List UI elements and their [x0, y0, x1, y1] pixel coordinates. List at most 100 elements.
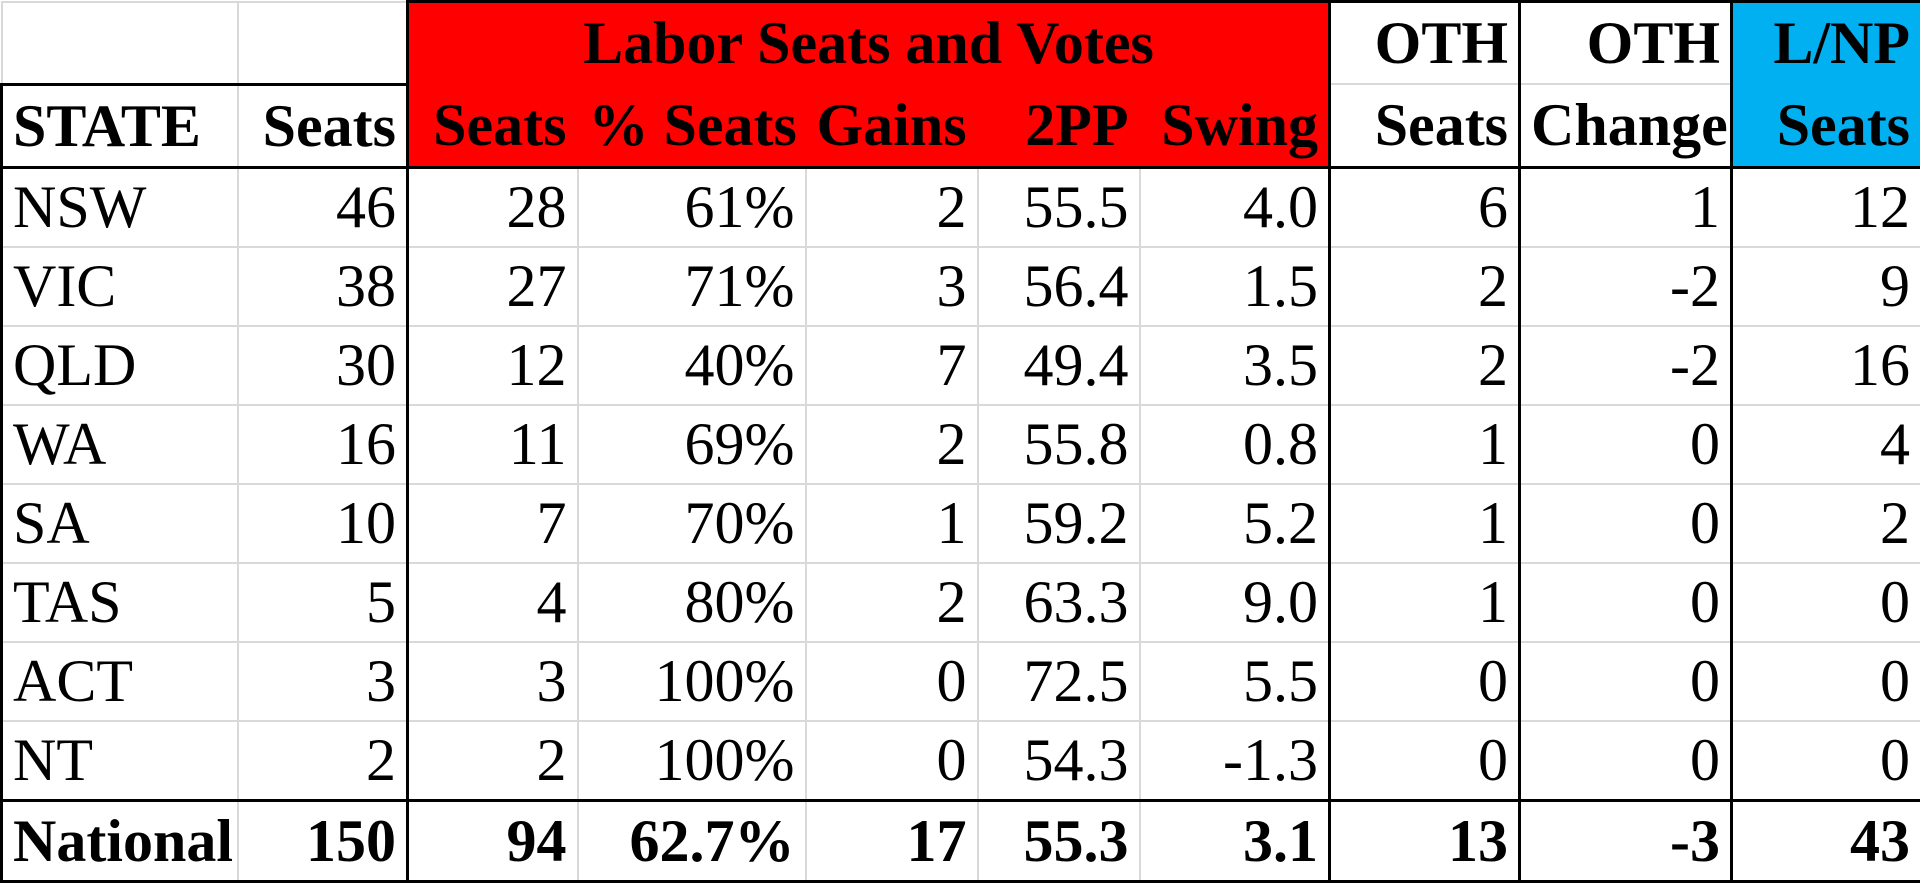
cell-oth-seats[interactable]: 2	[1330, 326, 1520, 405]
cell-pct-seats[interactable]: 100%	[578, 721, 806, 801]
cell-pct-seats[interactable]: 69%	[578, 405, 806, 484]
cell-labor-seats[interactable]: 28	[408, 167, 578, 247]
lnp-group-header[interactable]: L/NP	[1732, 2, 1920, 85]
cell-labor-seats[interactable]: 4	[408, 563, 578, 642]
cell-oth-change[interactable]: 0	[1520, 642, 1732, 721]
cell-swing[interactable]: 5.2	[1140, 484, 1330, 563]
total-oth-change[interactable]: -3	[1520, 800, 1732, 881]
cell-2pp[interactable]: 59.2	[978, 484, 1140, 563]
cell-state[interactable]: NSW	[2, 167, 238, 247]
cell-seats[interactable]: 3	[238, 642, 408, 721]
cell-swing[interactable]: 1.5	[1140, 247, 1330, 326]
cell-labor-seats[interactable]: 12	[408, 326, 578, 405]
total-swing[interactable]: 3.1	[1140, 800, 1330, 881]
cell-seats[interactable]: 2	[238, 721, 408, 801]
cell-2pp[interactable]: 55.5	[978, 167, 1140, 247]
cell-state[interactable]: TAS	[2, 563, 238, 642]
cell-seats[interactable]: 38	[238, 247, 408, 326]
cell-gains[interactable]: 2	[806, 563, 978, 642]
cell-pct-seats[interactable]: 40%	[578, 326, 806, 405]
cell-lnp-seats[interactable]: 16	[1732, 326, 1920, 405]
col-header-pct-seats[interactable]: % Seats	[578, 84, 806, 167]
cell-oth-seats[interactable]: 0	[1330, 642, 1520, 721]
cell-state[interactable]: VIC	[2, 247, 238, 326]
cell-pct-seats[interactable]: 61%	[578, 167, 806, 247]
cell-pct-seats[interactable]: 100%	[578, 642, 806, 721]
cell-oth-change[interactable]: 1	[1520, 167, 1732, 247]
cell-oth-seats[interactable]: 2	[1330, 247, 1520, 326]
total-oth-seats[interactable]: 13	[1330, 800, 1520, 881]
cell-swing[interactable]: 5.5	[1140, 642, 1330, 721]
cell-2pp[interactable]: 72.5	[978, 642, 1140, 721]
cell-oth-change[interactable]: 0	[1520, 484, 1732, 563]
cell-gains[interactable]: 2	[806, 167, 978, 247]
cell-oth-seats[interactable]: 1	[1330, 405, 1520, 484]
cell-oth-seats[interactable]: 1	[1330, 484, 1520, 563]
col-header-swing[interactable]: Swing	[1140, 84, 1330, 167]
cell-oth-change[interactable]: -2	[1520, 326, 1732, 405]
cell-2pp[interactable]: 54.3	[978, 721, 1140, 801]
cell-gains[interactable]: 0	[806, 721, 978, 801]
cell-seats[interactable]: 30	[238, 326, 408, 405]
total-pct-seats[interactable]: 62.7%	[578, 800, 806, 881]
cell-labor-seats[interactable]: 3	[408, 642, 578, 721]
col-header-seats[interactable]: Seats	[238, 84, 408, 167]
oth-seats-group-header[interactable]: OTH	[1330, 2, 1520, 85]
cell-seats[interactable]: 16	[238, 405, 408, 484]
corner-cell[interactable]	[2, 2, 238, 85]
total-gains[interactable]: 17	[806, 800, 978, 881]
cell-swing[interactable]: 4.0	[1140, 167, 1330, 247]
cell-2pp[interactable]: 56.4	[978, 247, 1140, 326]
cell-seats[interactable]: 5	[238, 563, 408, 642]
col-header-oth-seats[interactable]: Seats	[1330, 84, 1520, 167]
total-lnp-seats[interactable]: 43	[1732, 800, 1920, 881]
cell-oth-change[interactable]: 0	[1520, 405, 1732, 484]
cell-labor-seats[interactable]: 7	[408, 484, 578, 563]
cell-2pp[interactable]: 55.8	[978, 405, 1140, 484]
cell-lnp-seats[interactable]: 9	[1732, 247, 1920, 326]
cell-oth-change[interactable]: 0	[1520, 721, 1732, 801]
cell-oth-seats[interactable]: 1	[1330, 563, 1520, 642]
cell-pct-seats[interactable]: 71%	[578, 247, 806, 326]
col-header-state[interactable]: STATE	[2, 84, 238, 167]
cell-state[interactable]: QLD	[2, 326, 238, 405]
cell-gains[interactable]: 3	[806, 247, 978, 326]
cell-pct-seats[interactable]: 70%	[578, 484, 806, 563]
cell-lnp-seats[interactable]: 4	[1732, 405, 1920, 484]
total-2pp[interactable]: 55.3	[978, 800, 1140, 881]
cell-lnp-seats[interactable]: 2	[1732, 484, 1920, 563]
cell-lnp-seats[interactable]: 0	[1732, 642, 1920, 721]
cell-seats[interactable]: 10	[238, 484, 408, 563]
empty-header-cell[interactable]	[238, 2, 408, 85]
cell-swing[interactable]: -1.3	[1140, 721, 1330, 801]
cell-gains[interactable]: 7	[806, 326, 978, 405]
cell-oth-change[interactable]: -2	[1520, 247, 1732, 326]
cell-pct-seats[interactable]: 80%	[578, 563, 806, 642]
cell-state[interactable]: NT	[2, 721, 238, 801]
cell-state[interactable]: WA	[2, 405, 238, 484]
cell-oth-seats[interactable]: 6	[1330, 167, 1520, 247]
cell-oth-change[interactable]: 0	[1520, 563, 1732, 642]
total-state[interactable]: National	[2, 800, 238, 881]
cell-lnp-seats[interactable]: 12	[1732, 167, 1920, 247]
cell-oth-seats[interactable]: 0	[1330, 721, 1520, 801]
cell-swing[interactable]: 0.8	[1140, 405, 1330, 484]
cell-swing[interactable]: 9.0	[1140, 563, 1330, 642]
oth-change-group-header[interactable]: OTH	[1520, 2, 1732, 85]
cell-seats[interactable]: 46	[238, 167, 408, 247]
col-header-gains[interactable]: Gains	[806, 84, 978, 167]
labor-group-header[interactable]: Labor Seats and Votes	[408, 2, 1330, 85]
cell-gains[interactable]: 0	[806, 642, 978, 721]
col-header-oth-change[interactable]: Change	[1520, 84, 1732, 167]
cell-gains[interactable]: 1	[806, 484, 978, 563]
total-seats[interactable]: 150	[238, 800, 408, 881]
col-header-2pp[interactable]: 2PP	[978, 84, 1140, 167]
cell-2pp[interactable]: 49.4	[978, 326, 1140, 405]
cell-state[interactable]: SA	[2, 484, 238, 563]
total-labor-seats[interactable]: 94	[408, 800, 578, 881]
cell-gains[interactable]: 2	[806, 405, 978, 484]
cell-state[interactable]: ACT	[2, 642, 238, 721]
cell-2pp[interactable]: 63.3	[978, 563, 1140, 642]
cell-labor-seats[interactable]: 2	[408, 721, 578, 801]
cell-labor-seats[interactable]: 27	[408, 247, 578, 326]
